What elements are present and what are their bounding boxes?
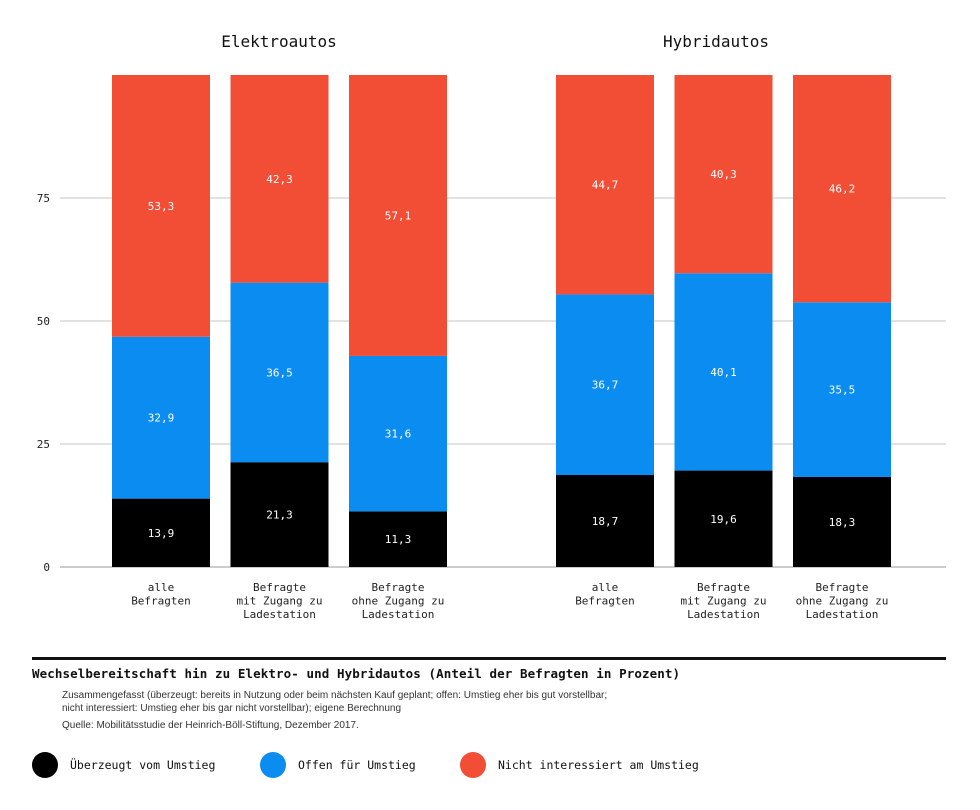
data-label-elektroautos-0-1: 32,9 bbox=[148, 412, 175, 425]
data-label-elektroautos-2-2: 57,1 bbox=[385, 209, 412, 222]
data-label-hybridautos-2-1: 35,5 bbox=[829, 384, 856, 397]
data-label-elektroautos-1-2: 42,3 bbox=[266, 173, 293, 186]
data-label-hybridautos-0-2: 44,7 bbox=[592, 179, 619, 192]
category-label-elektroautos-1: Befragte mit Zugang zu Ladestation bbox=[236, 581, 322, 621]
legend-label-offen: Offen für Umstieg bbox=[298, 758, 416, 772]
y-tick-label-75: 75 bbox=[37, 192, 50, 205]
bar-segment-elektroautos-2-2 bbox=[349, 75, 447, 356]
bar-segment-elektroautos-1-2 bbox=[230, 75, 329, 283]
bar-segment-elektroautos-2-1 bbox=[349, 355, 447, 512]
legend-swatch-ueberzeugt bbox=[32, 752, 58, 778]
panel-title-elektroautos: Elektroautos bbox=[221, 32, 337, 51]
legend-label-nicht-interessiert: Nicht interessiert am Umstieg bbox=[498, 758, 699, 772]
y-tick-label-25: 25 bbox=[37, 438, 50, 451]
category-label-elektroautos-0: alle Befragten bbox=[131, 581, 191, 608]
data-label-hybridautos-1-2: 40,3 bbox=[710, 168, 737, 181]
data-label-elektroautos-1-0: 21,3 bbox=[266, 509, 293, 522]
legend: Überzeugt vom Umstieg Offen für Umstieg … bbox=[32, 752, 932, 778]
category-label-elektroautos-2: Befragte ohne Zugang zu Ladestation bbox=[352, 581, 445, 621]
legend-swatch-offen bbox=[260, 752, 286, 778]
category-label-hybridautos-2: Befragte ohne Zugang zu Ladestation bbox=[796, 581, 889, 621]
data-label-elektroautos-0-2: 53,3 bbox=[148, 200, 175, 213]
data-label-elektroautos-2-0: 11,3 bbox=[385, 533, 412, 546]
bar-segment-hybridautos-2-1 bbox=[793, 302, 891, 477]
bar-segment-hybridautos-1-0 bbox=[674, 470, 773, 567]
data-label-hybridautos-1-0: 19,6 bbox=[710, 513, 737, 526]
chart-caption: Wechselbereitschaft hin zu Elektro- und … bbox=[32, 657, 946, 732]
data-label-hybridautos-2-0: 18,3 bbox=[829, 516, 856, 529]
bar-segment-elektroautos-1-1 bbox=[230, 282, 329, 463]
data-label-hybridautos-2-2: 46,2 bbox=[829, 183, 856, 196]
bar-segment-hybridautos-2-2 bbox=[793, 75, 891, 303]
bar-segment-hybridautos-2-0 bbox=[793, 476, 891, 567]
stacked-bar-chart: 0 25 50 75 Elektroautos 13,9 32,9 53,3 alle Befra… bbox=[37, 32, 946, 621]
caption-divider bbox=[32, 657, 946, 660]
bar-segment-elektroautos-1-0 bbox=[230, 462, 329, 567]
y-tick-label-0: 0 bbox=[43, 561, 50, 574]
legend-label-ueberzeugt: Überzeugt vom Umstieg bbox=[70, 758, 216, 772]
category-label-hybridautos-0: alle Befragten bbox=[575, 581, 635, 608]
bar-segment-hybridautos-0-1 bbox=[556, 294, 654, 475]
panel-title-hybridautos: Hybridautos bbox=[663, 32, 769, 51]
bar-segment-hybridautos-1-2 bbox=[674, 75, 773, 274]
data-label-elektroautos-0-0: 13,9 bbox=[148, 527, 175, 540]
legend-item-nicht-interessiert: Nicht interessiert am Umstieg bbox=[460, 752, 699, 778]
data-label-hybridautos-0-1: 36,7 bbox=[592, 379, 619, 392]
legend-item-offen: Offen für Umstieg bbox=[260, 752, 416, 778]
bar-segment-hybridautos-1-1 bbox=[674, 273, 773, 471]
bar-segment-elektroautos-2-0 bbox=[349, 511, 447, 567]
data-label-elektroautos-2-1: 31,6 bbox=[385, 428, 412, 441]
caption-title: Wechselbereitschaft hin zu Elektro- und … bbox=[32, 666, 681, 681]
data-label-elektroautos-1-1: 36,5 bbox=[266, 366, 293, 379]
bar-segment-hybridautos-0-0 bbox=[556, 474, 654, 567]
y-tick-label-50: 50 bbox=[37, 315, 50, 328]
caption-note-line-1: Zusammengefasst (überzeugt: bereits in N… bbox=[62, 690, 608, 701]
bar-segment-elektroautos-0-2 bbox=[112, 75, 210, 337]
bar-segment-hybridautos-0-2 bbox=[556, 75, 654, 295]
category-label-hybridautos-1: Befragte mit Zugang zu Ladestation bbox=[680, 581, 766, 621]
caption-source: Quelle: Mobilitätsstudie der Heinrich-Bö… bbox=[62, 720, 359, 731]
caption-note-line-2: nicht interessiert: Umstieg eher bis gar… bbox=[62, 703, 402, 714]
data-label-hybridautos-1-1: 40,1 bbox=[710, 366, 737, 379]
legend-swatch-nicht-interessiert bbox=[460, 752, 486, 778]
data-label-hybridautos-0-0: 18,7 bbox=[592, 515, 619, 528]
bar-segment-elektroautos-0-1 bbox=[112, 336, 210, 499]
legend-item-ueberzeugt: Überzeugt vom Umstieg bbox=[32, 752, 215, 778]
bar-segment-elektroautos-0-0 bbox=[112, 498, 210, 567]
